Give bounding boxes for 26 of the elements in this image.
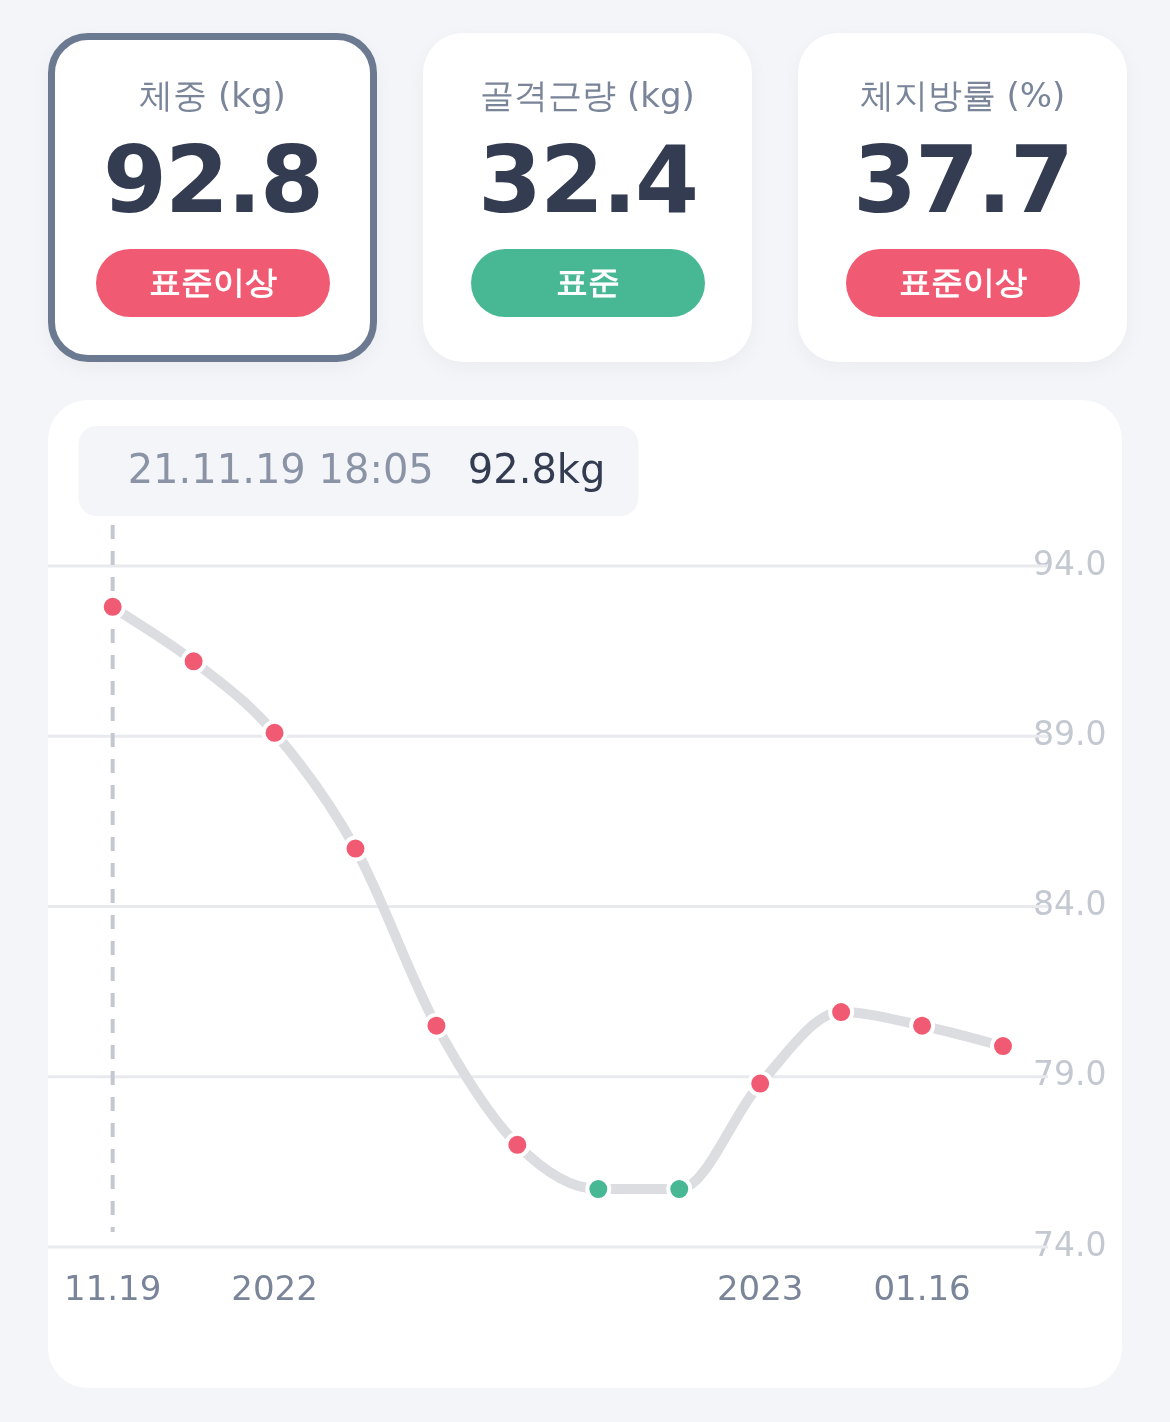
point — [180, 648, 207, 675]
category-label: 체지방률 (%) — [859, 74, 1066, 117]
x-tick-label: 2022 — [231, 1268, 318, 1309]
point — [423, 1012, 450, 1039]
y-tick-label: 84.0 — [1033, 884, 1107, 924]
text: 표준이상 — [95, 249, 330, 317]
data-label: 32.4 — [478, 127, 697, 234]
point — [342, 835, 369, 862]
y-tick-label: 94.0 — [1033, 543, 1107, 583]
data-label: 92.8 — [103, 127, 322, 234]
point — [747, 1070, 774, 1097]
y-tick-label: 79.0 — [1033, 1054, 1107, 1094]
x-tick-label: 11.19 — [64, 1268, 162, 1309]
y-tick-label: 74.0 — [1033, 1224, 1107, 1264]
data-label: 37.7 — [853, 127, 1072, 234]
point — [261, 719, 288, 746]
text: 92.8kg — [467, 446, 606, 493]
text: 표준 — [470, 249, 705, 317]
text: 표준이상 — [845, 249, 1080, 317]
category-label: 골격근량 (kg) — [480, 74, 695, 117]
x-tick-label: 2023 — [716, 1268, 804, 1309]
text: 21.11.19 18:05 — [127, 446, 434, 493]
point — [504, 1131, 531, 1158]
y-tick-label: 89.0 — [1033, 713, 1107, 753]
x-tick-label: 01.16 — [873, 1268, 971, 1309]
category-label: 체중 (kg) — [139, 74, 286, 117]
